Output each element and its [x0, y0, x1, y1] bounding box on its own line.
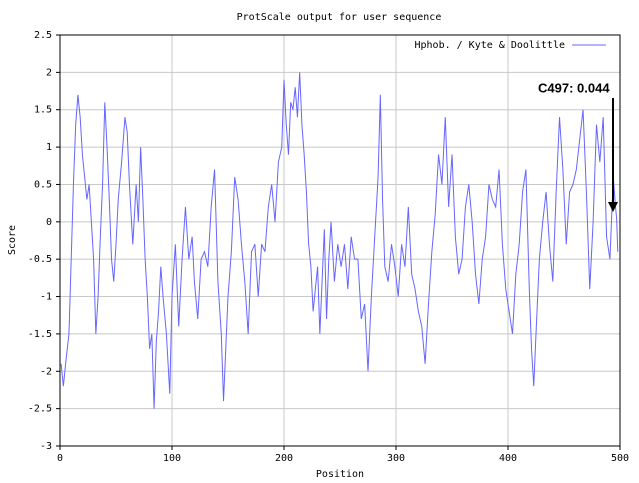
- x-axis-label: Position: [316, 469, 364, 480]
- x-tick-label: 500: [611, 453, 629, 464]
- x-tick-label: 200: [275, 453, 293, 464]
- x-tick-label: 400: [499, 453, 517, 464]
- plot-frame: [59, 34, 621, 447]
- y-tick-label: -1.5: [28, 329, 52, 340]
- y-tick-label: -0.5: [28, 254, 52, 265]
- x-tick-label: 100: [163, 453, 181, 464]
- y-tick-label: 1.5: [34, 105, 52, 116]
- chart-title: ProtScale output for user sequence: [237, 12, 442, 23]
- annotation-arrowhead: [608, 202, 618, 212]
- y-tick-label: 2: [46, 67, 52, 78]
- y-tick-label: 1: [46, 142, 52, 153]
- series-line: [60, 72, 619, 409]
- y-axis-label: Score: [7, 225, 18, 255]
- x-tick-label: 300: [387, 453, 405, 464]
- y-tick-label: -2.5: [28, 404, 52, 415]
- y-tick-label: 2.5: [34, 30, 52, 41]
- y-tick-label: -3: [40, 441, 52, 452]
- annotation: C497: 0.044: [538, 80, 610, 95]
- legend-label: Hphob. / Kyte & Doolittle: [414, 40, 565, 51]
- x-tick-label: 0: [57, 453, 63, 464]
- y-tick-label: 0.5: [34, 179, 52, 190]
- y-tick-label: -1: [40, 292, 52, 303]
- y-tick-label: 0: [46, 217, 52, 228]
- y-tick-label: -2: [40, 366, 52, 377]
- plot: [60, 72, 619, 409]
